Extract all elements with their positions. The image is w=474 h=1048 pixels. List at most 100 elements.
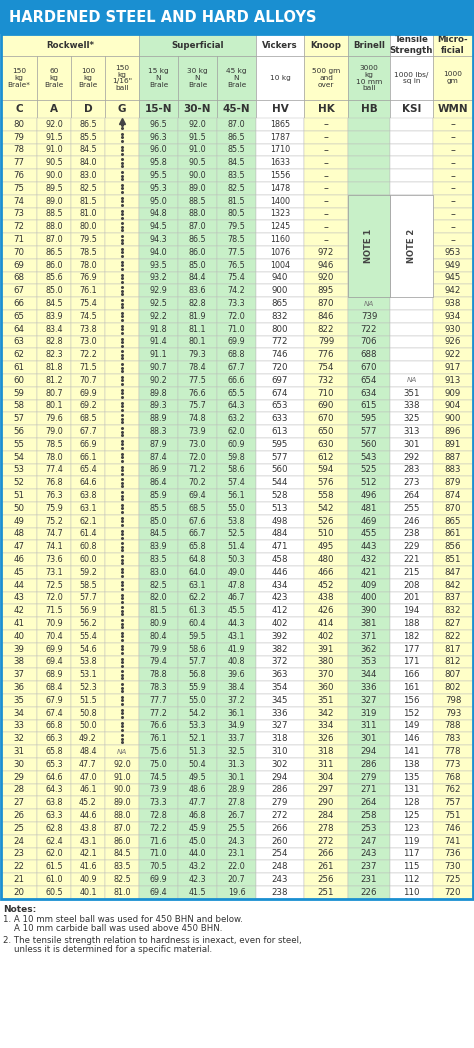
Text: 48.6: 48.6 [189, 786, 206, 794]
Text: 43.2: 43.2 [189, 863, 206, 871]
Bar [139, 835, 178, 848]
Bar [71, 720, 105, 733]
Text: 832: 832 [272, 312, 288, 321]
Text: 360: 360 [318, 683, 334, 692]
Bar [139, 425, 178, 438]
Bar [1, 681, 37, 694]
Text: 392: 392 [272, 632, 288, 641]
Text: 512: 512 [361, 478, 377, 487]
Text: 690: 690 [318, 401, 334, 411]
Text: 89.3: 89.3 [150, 401, 167, 411]
Bar [304, 809, 348, 822]
Text: 36.1: 36.1 [228, 708, 245, 718]
Text: 670: 670 [361, 363, 377, 372]
Text: 725: 725 [445, 875, 461, 885]
Bar [433, 413, 473, 425]
Bar [217, 413, 256, 425]
Bar [71, 822, 105, 835]
Bar [178, 489, 217, 502]
Bar [71, 745, 105, 758]
Bar [217, 860, 256, 873]
Text: 78.8: 78.8 [150, 671, 167, 679]
Bar [390, 642, 433, 656]
Bar [256, 566, 304, 578]
Text: 52.1: 52.1 [189, 735, 206, 743]
Text: 88.0: 88.0 [189, 210, 206, 218]
Text: 576: 576 [318, 478, 334, 487]
Text: 25: 25 [13, 824, 25, 833]
Text: 85.0: 85.0 [45, 286, 63, 296]
Bar [433, 566, 473, 578]
Bar [178, 860, 217, 873]
Text: 221: 221 [403, 555, 420, 564]
Bar [71, 362, 105, 374]
Bar [256, 835, 304, 848]
Bar [71, 541, 105, 553]
Bar [217, 220, 256, 234]
Bar [390, 656, 433, 669]
Text: 138: 138 [403, 760, 420, 769]
Bar [37, 656, 71, 669]
Bar [71, 156, 105, 169]
Bar [304, 784, 348, 796]
Bar [304, 220, 348, 234]
Bar [139, 100, 178, 118]
Bar [348, 195, 390, 298]
Text: 500 gm
and
over: 500 gm and over [312, 68, 340, 88]
Bar [390, 246, 433, 259]
Bar [105, 335, 139, 348]
Bar [348, 234, 390, 246]
Text: 92.9: 92.9 [150, 286, 167, 296]
Bar [390, 477, 433, 489]
Text: 82.5: 82.5 [150, 581, 167, 590]
Text: 311: 311 [318, 760, 334, 769]
Bar [304, 848, 348, 860]
Text: 72.8: 72.8 [150, 811, 167, 821]
Bar [71, 259, 105, 271]
Bar [71, 310, 105, 323]
Bar [178, 413, 217, 425]
Bar [348, 323, 390, 335]
Bar [304, 720, 348, 733]
Text: 57.7: 57.7 [189, 657, 207, 667]
Bar [217, 553, 256, 566]
Bar [256, 374, 304, 387]
Bar [348, 656, 390, 669]
Bar [433, 182, 473, 195]
Bar [1, 886, 37, 899]
Bar [37, 413, 71, 425]
Bar [304, 515, 348, 527]
Text: 77.2: 77.2 [150, 708, 167, 718]
Bar [1, 502, 37, 515]
Bar [256, 796, 304, 809]
Bar [1, 489, 37, 502]
Bar [139, 182, 178, 195]
Text: 20.7: 20.7 [228, 875, 246, 885]
Text: 86.5: 86.5 [189, 235, 206, 244]
Bar [1, 669, 37, 681]
Bar [390, 374, 433, 387]
Text: 41.5: 41.5 [189, 888, 206, 897]
Text: 423: 423 [272, 593, 288, 603]
Bar [256, 873, 304, 886]
Text: 66.1: 66.1 [79, 453, 97, 462]
Text: 286: 286 [272, 786, 288, 794]
Text: 77.5: 77.5 [228, 248, 246, 257]
Bar [1, 34, 139, 56]
Bar [217, 399, 256, 413]
Bar [256, 656, 304, 669]
Text: 351: 351 [318, 696, 334, 705]
Text: 141: 141 [403, 747, 420, 756]
Bar [1, 246, 37, 259]
Bar [256, 758, 304, 770]
Bar [105, 220, 139, 234]
Bar [1, 720, 37, 733]
Text: 87.0: 87.0 [113, 824, 131, 833]
Bar [105, 822, 139, 835]
Bar [256, 515, 304, 527]
Text: 88.5: 88.5 [45, 210, 63, 218]
Text: 633: 633 [272, 414, 288, 423]
Bar [433, 553, 473, 566]
Bar [139, 387, 178, 399]
Text: 297: 297 [318, 786, 334, 794]
